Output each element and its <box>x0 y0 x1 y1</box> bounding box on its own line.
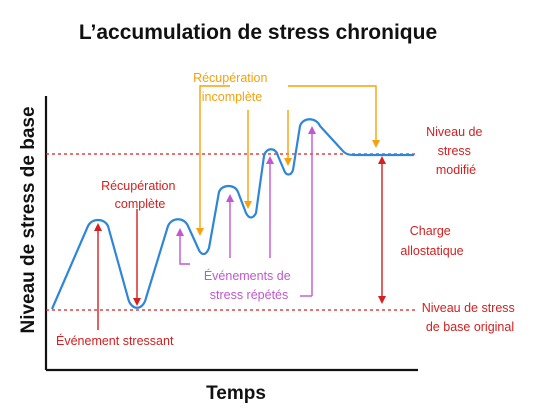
stress-curve <box>50 118 414 310</box>
allostatic-load-label: Charge allostatique <box>400 224 463 258</box>
modified-level-label: Niveau de stress modifié <box>426 125 486 177</box>
diagram-title: L’accumulation de stress chronique <box>79 21 437 44</box>
repeated-events-label: Événements de stress répétés <box>204 268 294 302</box>
stressful-event-label: Événement stressant <box>56 333 174 348</box>
x-axis-label: Temps <box>206 383 266 404</box>
repeated-events-arrows <box>176 126 316 297</box>
recovery-complete-label: Récupération complète <box>101 179 179 211</box>
original-level-label: Niveau de stress de base original <box>422 301 519 334</box>
incomplete-recovery-arrows <box>196 85 380 236</box>
recovery-incomplete-label: Récupération incomplète <box>193 71 271 104</box>
y-axis-label: Niveau de stress de base <box>18 106 39 333</box>
